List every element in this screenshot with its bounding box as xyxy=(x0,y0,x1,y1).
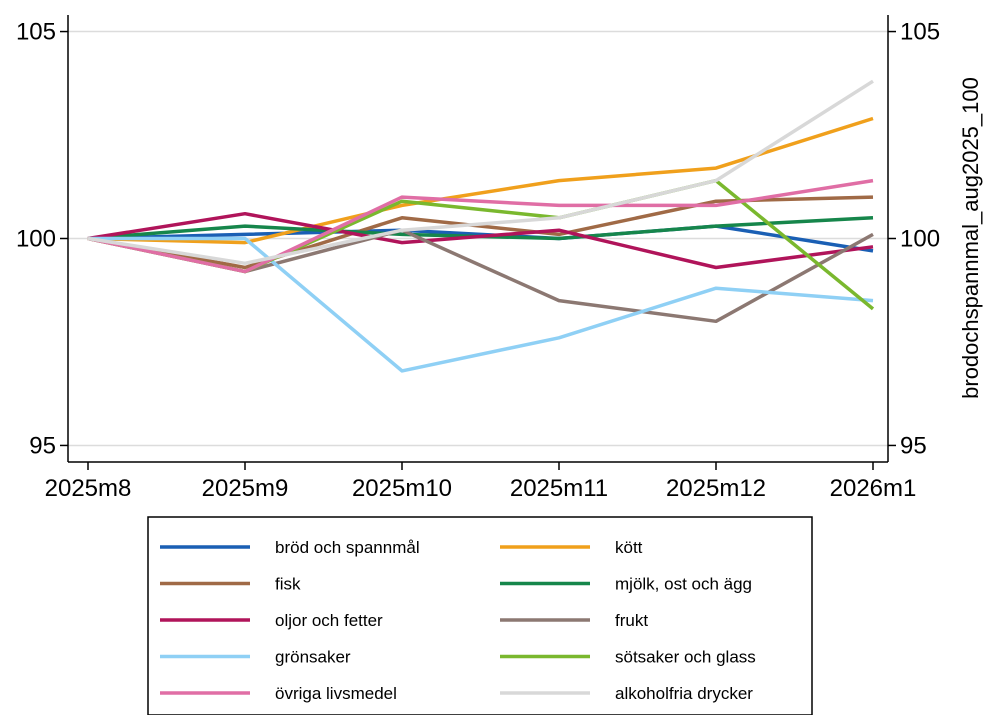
left-y-tick-label: 100 xyxy=(16,226,56,253)
left-y-tick-label: 95 xyxy=(29,432,56,459)
series-line xyxy=(87,211,874,270)
x-tick-label: 2026m1 xyxy=(830,475,917,502)
legend-label: grönsaker xyxy=(275,648,351,667)
series-line xyxy=(87,228,874,324)
series-line xyxy=(88,236,874,373)
legend-label: övriga livsmedel xyxy=(275,684,397,703)
legend-label: kött xyxy=(615,538,643,557)
right-y-tick-label: 105 xyxy=(900,19,940,46)
legend-label: sötsaker och glass xyxy=(615,648,756,667)
legend-label: oljor och fetter xyxy=(275,611,383,630)
right-y-tick-label: 100 xyxy=(900,226,940,253)
legend-label: mjölk, ost och ägg xyxy=(615,575,752,594)
x-tick-label: 2025m12 xyxy=(666,475,766,502)
series-line xyxy=(87,116,874,245)
x-tick-label: 2025m9 xyxy=(202,475,289,502)
series-line xyxy=(87,178,874,274)
legend: bröd och spannmål kött fisk mjölk, ost och … xyxy=(147,516,813,715)
x-tick-label: 2025m11 xyxy=(510,475,608,502)
x-tick-label: 2025m10 xyxy=(352,475,452,502)
series-line xyxy=(87,79,874,266)
legend-label: fisk xyxy=(275,575,301,594)
legend-box xyxy=(147,516,813,715)
left-y-tick-label: 105 xyxy=(16,19,56,46)
axes: 95 95 100 100 105 105 2025m8 2025m9 2025m10 2025m… xyxy=(16,15,940,502)
right-axis-title: brodochspannmal_aug2025_100 xyxy=(958,77,983,399)
legend-label: alkoholfria drycker xyxy=(615,684,753,703)
series-lines xyxy=(87,79,875,373)
right-y-tick-label: 95 xyxy=(900,432,927,459)
legend-label: frukt xyxy=(615,611,648,630)
x-tick-label: 2025m8 xyxy=(45,475,132,502)
legend-label: bröd och spannmål xyxy=(275,538,420,557)
series-line xyxy=(87,224,874,253)
